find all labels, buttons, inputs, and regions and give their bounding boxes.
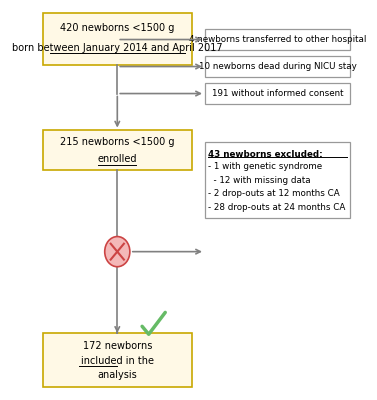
FancyBboxPatch shape — [205, 29, 351, 50]
Text: - 1 with genetic syndrome: - 1 with genetic syndrome — [208, 162, 322, 171]
Text: enrolled: enrolled — [98, 154, 137, 164]
FancyBboxPatch shape — [205, 56, 351, 77]
Text: 43 newborns excluded:: 43 newborns excluded: — [208, 150, 323, 158]
FancyBboxPatch shape — [43, 130, 192, 170]
Text: included in the: included in the — [81, 356, 154, 366]
FancyBboxPatch shape — [43, 13, 192, 65]
Text: - 2 drop-outs at 12 months CA: - 2 drop-outs at 12 months CA — [208, 189, 340, 198]
Text: - 12 with missing data: - 12 with missing data — [208, 176, 311, 185]
Text: 420 newborns <1500 g: 420 newborns <1500 g — [60, 23, 175, 33]
Text: 4 newborns transferred to other hospital: 4 newborns transferred to other hospital — [189, 35, 366, 44]
Text: 191 without informed consent: 191 without informed consent — [212, 89, 343, 98]
Text: born between January 2014 and April 2017: born between January 2014 and April 2017 — [12, 43, 222, 53]
FancyBboxPatch shape — [43, 333, 192, 387]
Text: 10 newborns dead during NICU stay: 10 newborns dead during NICU stay — [199, 62, 357, 71]
FancyBboxPatch shape — [205, 142, 351, 218]
Text: 215 newborns <1500 g: 215 newborns <1500 g — [60, 137, 175, 147]
FancyBboxPatch shape — [205, 83, 351, 104]
Text: analysis: analysis — [97, 370, 137, 380]
Text: - 28 drop-outs at 24 months CA: - 28 drop-outs at 24 months CA — [208, 203, 346, 212]
Text: 172 newborns: 172 newborns — [83, 341, 152, 351]
Circle shape — [105, 236, 130, 267]
